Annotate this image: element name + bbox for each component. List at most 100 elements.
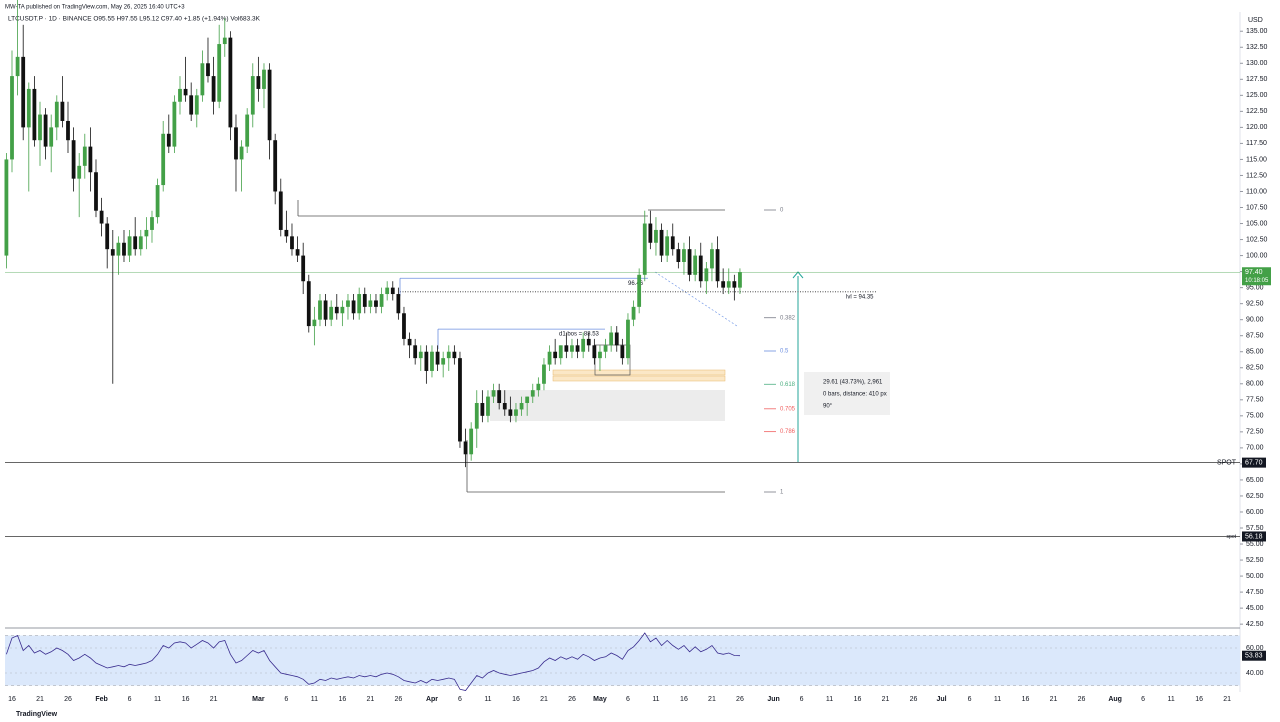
y-tick-label: 135.00 (1246, 28, 1268, 35)
candle-body (94, 172, 98, 211)
candle-body (581, 338, 586, 352)
x-tick-label: 26 (394, 696, 402, 703)
candle-body (637, 274, 642, 307)
y-tick-label: 100.00 (1246, 252, 1268, 259)
candle-body (183, 88, 188, 96)
candle-body (21, 56, 26, 128)
candle-body (26, 88, 31, 128)
candle-body (497, 390, 502, 404)
candle-body (491, 390, 496, 397)
candle-body (99, 210, 104, 224)
candle-body (682, 249, 686, 262)
candle-body (60, 101, 65, 121)
y-tick-label: 60.00 (1246, 509, 1264, 516)
candle-body (234, 127, 238, 160)
candle-body (435, 351, 440, 365)
y-tick-label: 57.50 (1246, 525, 1264, 532)
y-tick-label: 45.00 (1246, 605, 1264, 612)
rsi-last-box (1242, 650, 1266, 661)
y-tick-label: 65.00 (1246, 477, 1264, 484)
candle-body (687, 249, 692, 275)
candle-body (206, 63, 210, 77)
candle-body (161, 133, 166, 186)
candle-body (32, 88, 37, 141)
lvl-label: lvl = 94.35 (846, 294, 874, 300)
fib-label: 0.618 (780, 382, 796, 388)
x-tick-label: 11 (311, 696, 318, 703)
y-tick-label: 85.00 (1246, 349, 1264, 356)
x-tick-label: Apr (426, 696, 438, 703)
x-tick-label: 11 (994, 696, 1001, 703)
y-tick-label: 77.50 (1246, 397, 1264, 404)
candle-body (77, 165, 82, 179)
candle-body (508, 409, 513, 416)
candle-body (262, 69, 266, 89)
candle-body (738, 272, 742, 288)
candle-body (122, 242, 126, 256)
candle-body (194, 95, 199, 115)
y-tick-label: 87.50 (1246, 333, 1264, 340)
candle-body (676, 249, 681, 262)
x-tick-label: 6 (284, 696, 288, 703)
candle-body (726, 281, 731, 288)
candle-body (486, 396, 490, 416)
measure-text: 90° (823, 404, 833, 410)
candle-body (284, 229, 289, 237)
candle-body (502, 403, 507, 410)
candle-body (150, 217, 154, 230)
high-label: 96.46 (628, 281, 644, 287)
fib-label: 0.705 (780, 406, 796, 412)
x-tick-label: Jul (936, 696, 946, 703)
candle-body (15, 56, 20, 77)
x-tick-label: Aug (1108, 696, 1122, 703)
candle-body (273, 140, 278, 192)
x-tick-label: 26 (736, 696, 744, 703)
candle-body (116, 242, 121, 256)
candle-body (542, 364, 546, 384)
level-label: 56.18 (1245, 533, 1263, 540)
candle-body (278, 191, 283, 230)
zone (490, 390, 725, 421)
level-box (1242, 457, 1266, 468)
candle-body (654, 229, 658, 243)
x-tick-label: 6 (968, 696, 972, 703)
x-tick-label: 16 (338, 696, 346, 703)
rsi-tick-label: 40.00 (1246, 670, 1264, 677)
last-price-label: 97.40 (1245, 269, 1263, 276)
candle-body (525, 396, 530, 404)
rsi-line (6, 632, 741, 691)
candle-body (558, 345, 563, 359)
y-tick-label: 52.50 (1246, 557, 1264, 564)
candle-body (463, 441, 468, 455)
candle-body (351, 300, 356, 314)
y-tick-label: 62.50 (1246, 493, 1264, 500)
candle-body (267, 69, 272, 141)
symbol-line: LTCUSDT.P · 1D · BINANCE O95.55 H97.55 L… (8, 16, 261, 23)
y-tick-label: 80.00 (1246, 381, 1264, 388)
y-tick-label: 117.50 (1246, 140, 1267, 147)
x-tick-label: 21 (210, 696, 218, 703)
candle-body (228, 37, 233, 128)
x-tick-label: 16 (1195, 696, 1203, 703)
level-label: 67.70 (1245, 459, 1263, 466)
candle-body (346, 300, 350, 307)
candle-body (312, 319, 317, 327)
y-tick-label: 82.50 (1246, 365, 1264, 372)
x-tick-label: 21 (1223, 696, 1231, 703)
y-tick-label: 130.00 (1246, 60, 1268, 67)
y-tick-label: 122.50 (1246, 108, 1268, 115)
y-tick-label: 127.50 (1246, 76, 1268, 83)
candle-body (598, 351, 602, 359)
bos-label: d1 bos = 88.53 (559, 332, 600, 338)
candle-body (301, 255, 306, 282)
y-tick-label: 110.00 (1246, 188, 1267, 195)
countdown: 10:18:05 (1245, 278, 1269, 284)
candle-body (200, 63, 205, 96)
y-tick-label: 50.00 (1246, 573, 1264, 580)
candle-body (133, 236, 138, 250)
candle-body (648, 223, 653, 243)
x-tick-label: 16 (512, 696, 520, 703)
